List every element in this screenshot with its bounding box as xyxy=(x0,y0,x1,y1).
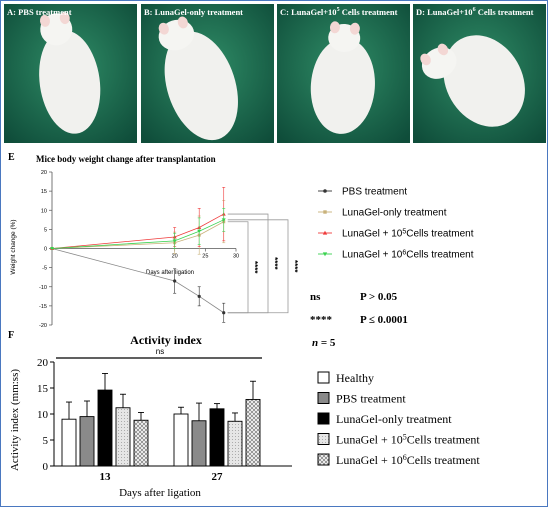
mouse-ear xyxy=(39,14,50,27)
mouse-body xyxy=(39,30,101,134)
photo-label-d: D: LunaGel+106 Cells treatment xyxy=(416,7,534,17)
mouse-body xyxy=(443,35,525,127)
mouse-ear xyxy=(158,22,169,35)
mouse-body xyxy=(164,31,238,141)
photo-label-a: A: PBS treatment xyxy=(7,7,72,17)
mouse-ear xyxy=(437,43,449,56)
photo-panel-a: A: PBS treatment xyxy=(4,4,137,143)
mouse-body xyxy=(310,38,375,134)
mouse-photo-1 xyxy=(141,4,274,143)
photo-label-c: C: LunaGel+105 Cells treatment xyxy=(280,7,398,17)
mouse-ear xyxy=(329,21,340,34)
mouse-photo-3 xyxy=(413,4,546,143)
photo-label-b: B: LunaGel-only treatment xyxy=(144,7,244,17)
photo-panel-c: C: LunaGel+105 Cells treatment xyxy=(277,4,410,143)
photo-panel-d: D: LunaGel+106 Cells treatment xyxy=(413,4,546,143)
mouse-photo-2 xyxy=(277,4,410,143)
mouse-head xyxy=(421,47,457,79)
mouse-photo-0 xyxy=(4,4,137,143)
mouse-ear xyxy=(59,12,70,25)
mouse-ear xyxy=(177,16,188,29)
photo-panel-b: B: LunaGel-only treatment xyxy=(141,4,274,143)
mouse-ear xyxy=(349,22,360,35)
mouse-ear xyxy=(420,53,431,66)
